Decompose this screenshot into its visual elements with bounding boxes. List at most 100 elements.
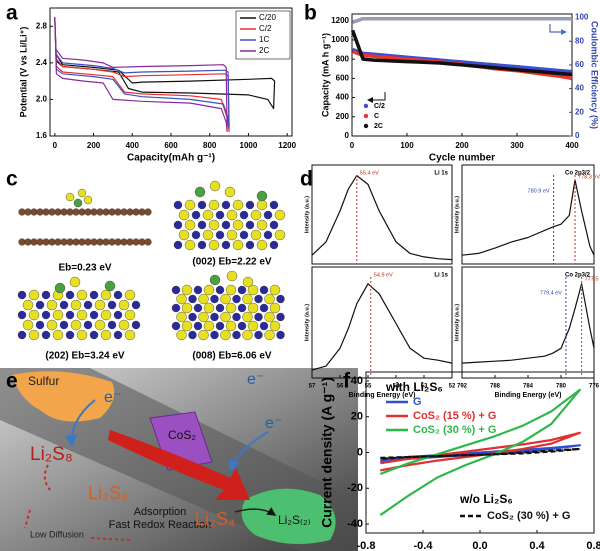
- plot-frame: [311, 266, 453, 379]
- y-axis-label: Intensity (a.u.): [304, 304, 310, 341]
- axis-arrow: [549, 24, 567, 35]
- label: e⁻: [247, 371, 264, 388]
- atom: [250, 229, 262, 241]
- x-tick-label: 0.8: [586, 540, 600, 551]
- atom: [42, 208, 50, 216]
- diffusion-arrow: [43, 464, 53, 493]
- atom: [46, 319, 58, 331]
- atom: [54, 208, 62, 216]
- atom: [220, 293, 231, 305]
- y-tick-label: 2.0: [36, 95, 48, 104]
- atom: [226, 270, 238, 282]
- atom: [269, 302, 281, 314]
- x-tick-label: 0.4: [529, 540, 545, 551]
- atom: [113, 290, 123, 300]
- atom: [254, 312, 263, 322]
- atom: [118, 319, 130, 331]
- atom: [209, 274, 221, 286]
- atom: [89, 310, 99, 320]
- atom: [100, 309, 112, 321]
- atom: [46, 299, 58, 311]
- x-tick-label: 792: [457, 384, 468, 390]
- legend-label: C/2: [374, 103, 385, 110]
- atom: [254, 294, 263, 304]
- x-tick-label: 1000: [240, 141, 258, 150]
- x-axis-label: Binding Energy (eV): [349, 392, 416, 399]
- atom: [22, 299, 34, 311]
- atom: [126, 238, 134, 246]
- x-tick-label: 100: [400, 141, 414, 150]
- atom: [197, 240, 207, 250]
- atom: [72, 208, 80, 216]
- x-tick-label: 400: [565, 141, 579, 150]
- atom: [198, 293, 209, 305]
- x-tick-label: 56: [337, 384, 344, 390]
- atom: [269, 220, 279, 230]
- plot-frame: [311, 164, 453, 265]
- atom: [131, 300, 141, 310]
- atom: [188, 294, 197, 304]
- atom: [225, 284, 237, 296]
- atom: [65, 310, 75, 320]
- y-axis-label: Capacity (mA h g⁻¹): [320, 33, 330, 117]
- annotation: 780.9 eV: [528, 188, 550, 194]
- atom: [54, 238, 62, 246]
- atom: [96, 238, 104, 246]
- atom: [232, 199, 244, 211]
- atom: [181, 320, 193, 332]
- atom: [215, 230, 225, 240]
- atom: [188, 312, 197, 322]
- atom: [48, 208, 56, 216]
- y2-tick-label: 60: [575, 60, 584, 69]
- legend-label: C/2: [259, 24, 272, 33]
- data-line: [311, 283, 453, 371]
- atom: [237, 285, 247, 295]
- label: Li₂S₆: [88, 483, 128, 503]
- atom: [113, 330, 123, 340]
- atom: [118, 299, 130, 311]
- y-tick-label: -40: [347, 518, 363, 530]
- atom: [41, 310, 51, 320]
- atom: [120, 238, 128, 246]
- atom: [28, 289, 40, 301]
- atom: [76, 309, 88, 321]
- y-tick-label: -20: [347, 482, 363, 494]
- atom: [126, 208, 134, 216]
- atom: [221, 200, 231, 210]
- legend-swatch: [363, 123, 369, 129]
- legend-label: C/20: [259, 13, 276, 22]
- panel-b-arrows: [367, 24, 567, 103]
- atom: [263, 210, 273, 220]
- atom: [237, 321, 247, 331]
- electron-arrow: [65, 399, 96, 447]
- x-tick-label: 55: [365, 384, 372, 390]
- atom: [107, 320, 117, 330]
- atom: [24, 238, 32, 246]
- atom: [30, 208, 38, 216]
- y-tick-label: 2.8: [36, 21, 48, 30]
- x-axis-label: Binding Energy (eV): [495, 392, 562, 399]
- atom: [132, 238, 140, 246]
- atom: [202, 209, 214, 221]
- atom: [181, 284, 193, 296]
- legend-label: CoS₂ (30 %) + G: [487, 510, 570, 522]
- data-line: [380, 431, 581, 472]
- atom: [220, 311, 231, 323]
- chart-title: Li 1s: [434, 171, 448, 177]
- atom: [232, 312, 241, 322]
- atom: [78, 238, 86, 246]
- atom: [59, 320, 69, 330]
- atom: [114, 208, 122, 216]
- axis-arrow: [367, 92, 386, 103]
- atom: [78, 208, 86, 216]
- x-tick-label: 1200: [278, 141, 296, 150]
- atom: [264, 293, 275, 305]
- atom: [138, 208, 146, 216]
- atom: [104, 280, 116, 292]
- atom: [203, 284, 215, 296]
- atom: [203, 320, 215, 332]
- electron-arrow: [228, 431, 269, 472]
- atom: [100, 289, 112, 301]
- atom: [226, 229, 238, 241]
- x-tick-label: -0.4: [414, 540, 434, 551]
